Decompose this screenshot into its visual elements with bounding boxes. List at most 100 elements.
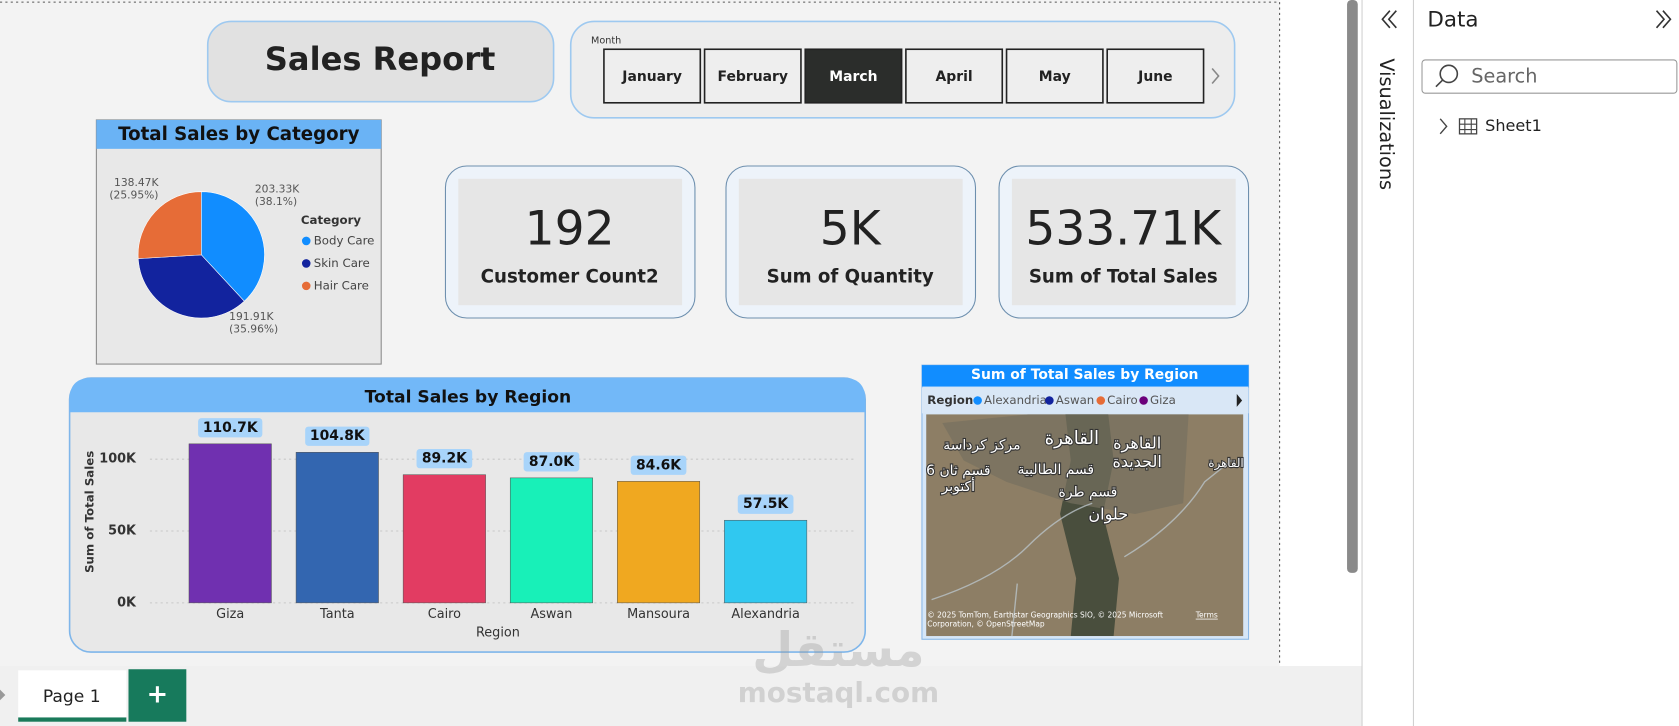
map-legend-next[interactable] xyxy=(1236,394,1243,407)
page-tab-underline xyxy=(18,717,127,722)
month-button-label[interactable]: January xyxy=(621,69,682,85)
map-legend-marker xyxy=(973,396,982,405)
y-tick-label: 100K xyxy=(99,452,137,467)
bar[interactable] xyxy=(188,443,272,604)
map-place-label: حلوان xyxy=(1088,505,1128,525)
search-icon xyxy=(1435,79,1443,88)
map-place-label: القاهرة xyxy=(1208,456,1243,471)
pie-data-label: 191.91K (35.96%) xyxy=(229,310,278,335)
map-place-label: القاهرة الجديدة xyxy=(1112,433,1161,470)
map-legend-label[interactable]: Alexandria xyxy=(984,393,1047,407)
page-tab-label[interactable]: Page 1 xyxy=(43,687,101,707)
month-button-label[interactable]: April xyxy=(936,69,973,85)
map-legend-marker xyxy=(1096,396,1106,405)
add-page-button[interactable] xyxy=(128,669,187,722)
page-tab[interactable] xyxy=(18,670,127,722)
table-icon xyxy=(1459,118,1477,134)
month-button-label[interactable]: June xyxy=(1137,69,1172,85)
visualizations-pane-title[interactable]: Visualizations xyxy=(1375,58,1398,190)
data-label-box xyxy=(198,418,263,438)
legend-label[interactable]: Hair Care xyxy=(314,278,369,292)
bar[interactable] xyxy=(402,474,486,604)
bar-title: Total Sales by Region xyxy=(365,387,572,407)
legend-title: Category xyxy=(301,213,361,227)
title-box xyxy=(206,20,555,103)
month-button-label[interactable]: May xyxy=(1039,69,1071,85)
legend-label[interactable]: Skin Care xyxy=(314,256,370,270)
tree-item[interactable]: Sheet1 xyxy=(1485,116,1542,135)
map-place-label: قسم ثان 6 أكتوبر xyxy=(926,463,990,495)
scrollbar[interactable] xyxy=(1347,0,1358,573)
pie-data-label: 138.47K (25.95%) xyxy=(109,176,159,201)
month-button-label[interactable]: February xyxy=(718,69,788,85)
kpi-card-inner xyxy=(738,178,963,306)
pie-slice[interactable] xyxy=(137,191,202,259)
watermark-arabic: مستقل xyxy=(752,623,924,678)
x-tick-label: Tanta xyxy=(319,607,355,622)
data-label: 84.6K xyxy=(636,457,682,473)
map-legend-label[interactable]: Aswan xyxy=(1056,393,1094,407)
map-place-label: قسم طرة xyxy=(1059,485,1118,501)
map-terms[interactable]: Terms xyxy=(1195,611,1218,620)
data-label-box xyxy=(737,494,794,514)
pie-title-bar xyxy=(96,119,382,149)
x-axis-title: Region xyxy=(476,625,520,640)
kpi-value: 192 xyxy=(525,201,615,256)
bar[interactable] xyxy=(617,481,701,604)
pie-slice[interactable] xyxy=(137,254,245,319)
map-title: Sum of Total Sales by Region xyxy=(971,367,1198,383)
legend-label[interactable]: Body Care xyxy=(314,233,375,247)
data-label-box xyxy=(630,455,687,475)
map-legend-marker xyxy=(1045,396,1054,405)
data-label-box xyxy=(305,426,370,446)
kpi-label: Sum of Total Sales xyxy=(1029,266,1218,287)
x-tick-label: Alexandria xyxy=(731,607,799,622)
kpi-label: Customer Count2 xyxy=(481,266,659,287)
map-city xyxy=(942,414,1189,514)
map-legend-label[interactable]: Cairo xyxy=(1107,393,1137,407)
kpi-card-inner xyxy=(1011,178,1236,306)
collapse-icon[interactable] xyxy=(1381,10,1397,29)
data-label: 87.0K xyxy=(529,454,575,470)
legend-marker xyxy=(301,281,311,291)
data-label: 104.8K xyxy=(310,428,366,444)
month-button[interactable] xyxy=(905,48,1004,104)
bar[interactable] xyxy=(724,519,808,604)
search-box[interactable] xyxy=(1421,59,1678,94)
map-legend-label[interactable]: Giza xyxy=(1150,393,1176,407)
month-button[interactable] xyxy=(1005,48,1104,104)
slicer-next-arrow[interactable] xyxy=(1211,68,1220,85)
map-place-label: قسم الطالبية xyxy=(1018,462,1095,478)
pie-slice[interactable] xyxy=(201,191,265,302)
tree-chevron[interactable] xyxy=(1439,118,1448,135)
y-tick-label: 0K xyxy=(117,595,137,610)
map-legend-title: Region xyxy=(927,393,973,407)
table-icon xyxy=(1458,118,1478,135)
add-page-label[interactable]: + xyxy=(147,679,169,709)
x-tick-label: Giza xyxy=(216,607,244,622)
kpi-label: Sum of Quantity xyxy=(767,266,934,287)
tab-bar xyxy=(0,666,1363,726)
x-tick-label: Mansoura xyxy=(627,607,690,622)
slicer-label: Month xyxy=(591,36,621,47)
expand-icon[interactable] xyxy=(1655,10,1672,29)
kpi-card-inner xyxy=(458,178,683,306)
map-credit: © 2025 TomTom, Earthstar Geographics SIO… xyxy=(927,611,1163,629)
data-label-box xyxy=(416,449,473,469)
kpi-value: 533.71K xyxy=(1025,201,1222,256)
map-legend-marker xyxy=(1139,396,1148,405)
pie-data-label: 203.33K (38.1%) xyxy=(255,183,300,208)
data-label-box xyxy=(523,452,580,472)
bar-title-bar xyxy=(69,377,866,413)
bar[interactable] xyxy=(509,477,593,604)
search-placeholder[interactable]: Search xyxy=(1471,65,1537,88)
month-button[interactable] xyxy=(603,48,702,104)
x-tick-label: Aswan xyxy=(530,607,572,622)
month-button[interactable] xyxy=(1106,48,1205,104)
y-tick-label: 50K xyxy=(108,524,137,539)
month-button-label[interactable]: March xyxy=(829,69,877,85)
month-button[interactable] xyxy=(703,48,802,104)
month-button[interactable] xyxy=(804,48,903,104)
bar[interactable] xyxy=(295,452,379,604)
